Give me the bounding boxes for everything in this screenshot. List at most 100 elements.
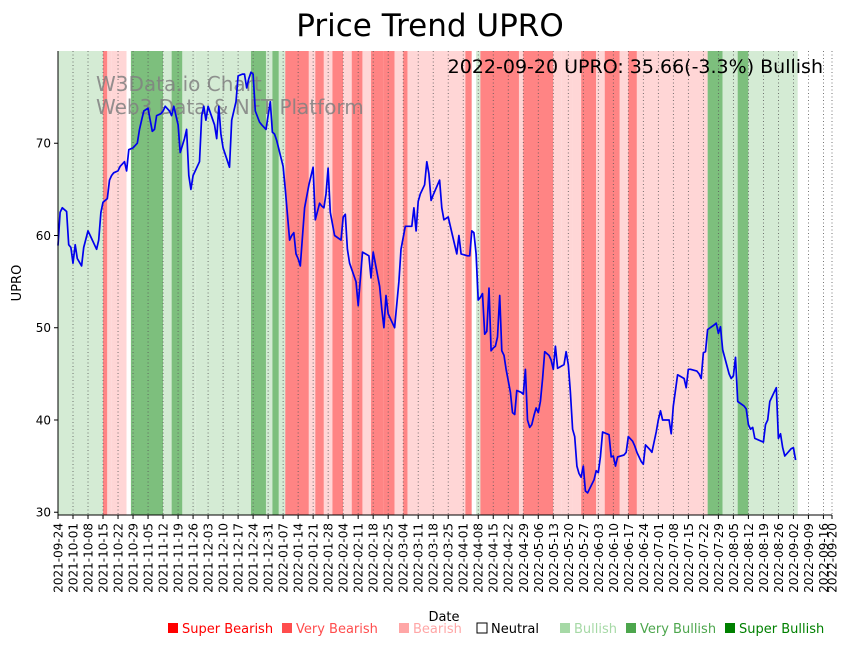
y-tick-label: 70 <box>36 137 51 151</box>
sentiment-band <box>636 51 708 515</box>
legend-marker <box>168 623 178 633</box>
legend-label: Neutral <box>491 622 539 637</box>
sentiment-band <box>383 51 395 515</box>
x-tick-label: 2021-11-05 <box>142 523 156 593</box>
x-tick-label: 2022-04-15 <box>487 523 501 593</box>
legend: Super Bearish Very Bearish Bearish Neutral B… <box>168 622 824 637</box>
legend-label: Bearish <box>413 622 462 637</box>
x-tick-label: 2022-07-29 <box>712 523 726 593</box>
y-tick-label: 30 <box>36 506 51 520</box>
x-tick-label: 2021-12-31 <box>262 523 276 593</box>
x-tick-label: 2022-09-09 <box>802 523 816 593</box>
sentiment-band <box>111 51 119 515</box>
x-axis-label: Date <box>428 610 459 625</box>
x-tick-label: 2022-05-27 <box>577 523 591 593</box>
sentiment-band <box>285 51 309 515</box>
x-tick-label: 2022-04-29 <box>517 523 531 593</box>
x-tick-label: 2022-08-05 <box>727 523 741 593</box>
x-tick-label: 2021-10-15 <box>97 523 111 593</box>
x-tick-label: 2022-03-04 <box>397 523 411 593</box>
watermark-line-1: W3Data.io Chart <box>96 72 262 96</box>
x-tick-label: 2022-02-25 <box>382 523 396 593</box>
x-tick-label: 2022-06-24 <box>637 523 651 593</box>
legend-marker <box>725 623 735 633</box>
sentiment-band <box>581 51 597 515</box>
x-tick-label: 2022-03-11 <box>412 523 426 593</box>
x-tick-label: 2021-12-10 <box>217 523 231 593</box>
watermark: W3Data.io Chart Web3 Data & NFT Platform <box>96 72 364 119</box>
y-tick-label: 50 <box>36 321 51 335</box>
sentiment-band <box>619 51 629 515</box>
sentiment-band <box>465 51 472 515</box>
legend-label: Very Bearish <box>296 622 378 637</box>
x-tick-label: 2022-07-08 <box>667 523 681 593</box>
x-tick-label: 2022-09-02 <box>787 523 801 593</box>
sentiment-band <box>596 51 605 515</box>
x-tick-label: 2022-02-04 <box>337 523 351 593</box>
sentiment-band <box>722 51 738 515</box>
sentiment-band <box>163 51 172 515</box>
x-tick-label: 2022-01-07 <box>277 523 291 593</box>
sentiment-band <box>171 51 183 515</box>
legend-marker <box>282 623 292 633</box>
sentiment-band <box>332 51 344 515</box>
x-tick-label: 2022-04-01 <box>457 523 471 593</box>
x-tick-label: 2022-02-18 <box>367 523 381 593</box>
x-tick-label: 2022-02-11 <box>352 523 366 593</box>
sentiment-band <box>572 51 582 515</box>
sentiment-band <box>343 51 352 515</box>
sentiment-band <box>278 51 286 515</box>
x-tick-label: 2021-09-24 <box>52 523 66 593</box>
sentiment-band <box>518 51 524 515</box>
x-tick-label: 2022-08-12 <box>742 523 756 593</box>
x-ticks: 2021-09-24 2021-10-01 2021-10-08 2021-10-15… <box>52 515 840 593</box>
x-tick-label: 2021-10-29 <box>127 523 141 593</box>
x-tick-label: 2022-01-28 <box>322 523 336 593</box>
x-tick-label: 2022-07-15 <box>682 523 696 593</box>
sentiment-band <box>471 51 477 515</box>
sentiment-band <box>737 51 749 515</box>
y-axis-label: UPRO <box>10 265 25 302</box>
x-tick-label: 2021-10-22 <box>112 523 126 593</box>
sentiment-band <box>250 51 266 515</box>
legend-marker <box>560 623 570 633</box>
legend-label: Bullish <box>574 622 617 637</box>
x-tick-label: 2022-03-18 <box>427 523 441 593</box>
sentiment-band <box>308 51 316 515</box>
y-tick-label: 40 <box>36 413 51 427</box>
sentiment-band <box>315 51 324 515</box>
x-tick-label: 2022-06-17 <box>622 523 636 593</box>
y-ticks: 30 40 50 60 70 <box>36 137 58 520</box>
x-tick-label: 2022-04-22 <box>502 523 516 593</box>
x-tick-label: 2022-09-20 <box>826 523 840 593</box>
sentiment-band <box>480 51 519 515</box>
sentiment-band <box>118 51 127 515</box>
x-tick-label: 2021-12-17 <box>232 523 246 593</box>
x-tick-label: 2021-11-19 <box>172 523 186 593</box>
x-tick-label: 2022-07-01 <box>652 523 666 593</box>
legend-label: Super Bullish <box>739 622 824 637</box>
x-tick-label: 2022-05-20 <box>562 523 576 593</box>
sentiment-band <box>604 51 620 515</box>
legend-label: Super Bearish <box>182 622 273 637</box>
sentiment-band <box>272 51 279 515</box>
watermark-line-2: Web3 Data & NFT Platform <box>96 95 364 119</box>
x-tick-label: 2022-07-22 <box>697 523 711 593</box>
x-tick-label: 2022-06-10 <box>607 523 621 593</box>
legend-marker <box>626 623 636 633</box>
sentiment-bands <box>58 51 798 515</box>
chart-annotation: 2022-09-20 UPRO: 35.66(-3.3%) Bullish <box>448 56 823 78</box>
x-tick-label: 2022-03-25 <box>442 523 456 593</box>
sentiment-band <box>407 51 466 515</box>
sentiment-band <box>403 51 408 515</box>
x-tick-label: 2022-08-19 <box>757 523 771 593</box>
legend-label: Very Bullish <box>640 622 716 637</box>
sentiment-band <box>362 51 372 515</box>
x-tick-label: 2022-05-13 <box>547 523 561 593</box>
sentiment-band <box>351 51 363 515</box>
x-tick-label: 2021-11-26 <box>187 523 201 593</box>
x-tick-label: 2022-01-14 <box>292 523 306 593</box>
legend-marker <box>476 622 488 634</box>
x-tick-label: 2021-12-03 <box>202 523 216 593</box>
